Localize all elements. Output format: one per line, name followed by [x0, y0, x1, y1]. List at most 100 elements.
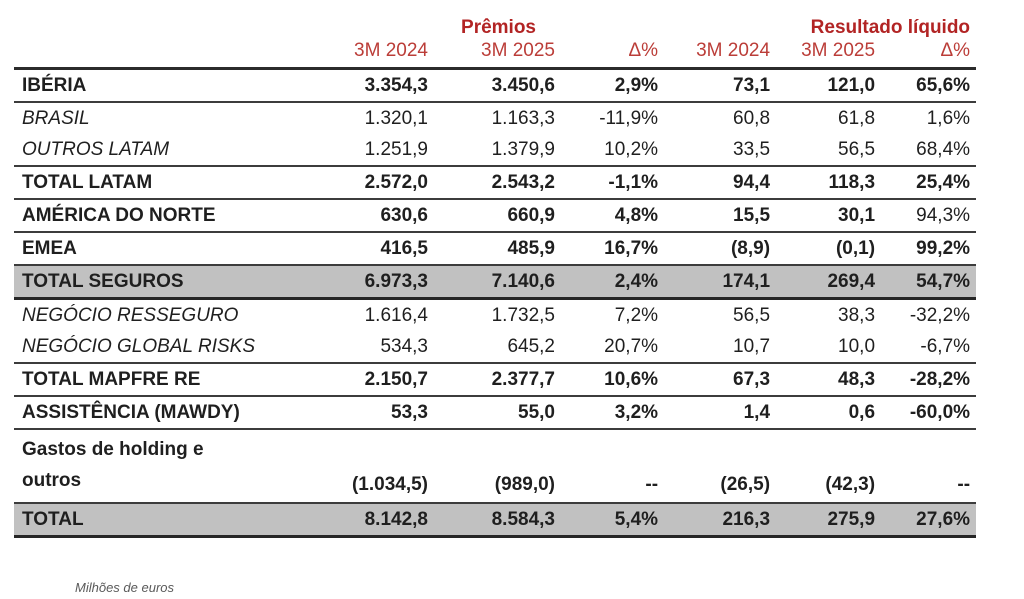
cell-result-3m2024: 73,1	[664, 68, 777, 103]
cell-premiums-delta: -1,1%	[561, 166, 665, 200]
cell-premiums-delta: -11,9%	[599, 108, 659, 129]
col-header-result-3m2024: 3M 2024	[664, 39, 777, 70]
cell-premiums-3m2025: 8.584,3	[434, 503, 561, 538]
row-negocio-global-risks: NEGÓCIO GLOBAL RISKS 534,3 645,2 20,7% 1…	[14, 331, 977, 364]
cell-result-3m2025: 269,4	[776, 265, 882, 300]
cell-premiums-delta: --	[561, 429, 665, 504]
cell-result-3m2025: 56,5	[776, 134, 882, 167]
row-label: OUTROS LATAM	[14, 134, 339, 167]
group-header-spacer	[14, 14, 339, 39]
cell-premiums-3m2025: 1.732,5	[491, 305, 555, 326]
row-total-seguros: TOTAL SEGUROS 6.973,3 7.140,6 2,4% 174,1…	[14, 265, 977, 300]
row-label: IBÉRIA	[14, 68, 339, 103]
cell-result-3m2024: (8,9)	[664, 232, 777, 266]
cell-result-delta: 94,3%	[881, 199, 977, 233]
row-label: NEGÓCIO RESSEGURO	[22, 305, 239, 326]
financial-results-sheet: Prêmios Resultado líquido 3M 2024 3M 202…	[0, 14, 1024, 599]
cell-result-delta: -6,7%	[881, 331, 977, 364]
cell-result-3m2025: 48,3	[776, 363, 882, 397]
row-label: AMÉRICA DO NORTE	[14, 199, 339, 233]
cell-premiums-delta: 5,4%	[561, 503, 665, 538]
group-header-row: Prêmios Resultado líquido	[14, 14, 976, 39]
cell-result-3m2024: (26,5)	[664, 429, 777, 504]
cell-result-3m2024: 94,4	[664, 166, 777, 200]
net-result-group-header: Resultado líquido	[810, 17, 971, 38]
row-gastos-de-holding-e-outros: Gastos de holding e outros (1.034,5) (98…	[14, 429, 977, 504]
col-header-result-delta: Δ%	[881, 39, 977, 70]
results-table: Prêmios Resultado líquido 3M 2024 3M 202…	[14, 14, 977, 538]
row-label: TOTAL SEGUROS	[14, 265, 339, 300]
col-header-premiums-3m2025: 3M 2025	[434, 39, 561, 70]
cell-result-3m2025: 275,9	[776, 503, 882, 538]
row-negocio-resseguro: NEGÓCIO RESSEGURO 1.616,4 1.732,5 7,2% 5…	[14, 299, 976, 332]
cell-result-delta: 68,4%	[881, 134, 977, 167]
cell-premiums-delta: 20,7%	[561, 331, 665, 364]
cell-result-3m2025: 118,3	[776, 166, 882, 200]
cell-result-3m2025: (42,3)	[776, 429, 882, 504]
row-assistencia-mawdy: ASSISTÊNCIA (MAWDY) 53,3 55,0 3,2% 1,4 0…	[14, 396, 977, 430]
cell-result-3m2025: 10,0	[776, 331, 882, 364]
cell-result-3m2024: 10,7	[664, 331, 777, 364]
row-total-latam: TOTAL LATAM 2.572,0 2.543,2 -1,1% 94,4 1…	[14, 166, 977, 200]
cell-result-delta: 65,6%	[881, 68, 977, 103]
cell-premiums-3m2024: (1.034,5)	[339, 429, 434, 504]
cell-premiums-3m2024: 2.572,0	[339, 166, 434, 200]
cell-result-3m2024: 15,5	[664, 199, 777, 233]
cell-premiums-3m2025: 485,9	[434, 232, 561, 266]
cell-result-3m2024: 60,8	[733, 108, 771, 129]
cell-result-3m2024: 33,5	[664, 134, 777, 167]
cell-premiums-3m2024: 3.354,3	[339, 68, 434, 103]
cell-result-3m2025: (0,1)	[776, 232, 882, 266]
row-label: ASSISTÊNCIA (MAWDY)	[14, 396, 339, 430]
cell-premiums-delta: 3,2%	[561, 396, 665, 430]
col-header-premiums-delta: Δ%	[561, 39, 665, 70]
cell-result-3m2024: 56,5	[733, 305, 771, 326]
row-label: EMEA	[14, 232, 339, 266]
row-iberia: IBÉRIA 3.354,3 3.450,6 2,9% 73,1 121,0 6…	[14, 68, 977, 103]
cell-premiums-3m2024: 630,6	[339, 199, 434, 233]
cell-result-3m2025: 0,6	[776, 396, 882, 430]
cell-premiums-3m2025: 7.140,6	[434, 265, 561, 300]
cell-premiums-3m2024: 1.251,9	[339, 134, 434, 167]
row-label: BRASIL	[22, 108, 90, 129]
col-header-premiums-3m2024: 3M 2024	[339, 39, 434, 70]
cell-premiums-3m2025: 660,9	[434, 199, 561, 233]
cell-premiums-delta: 4,8%	[561, 199, 665, 233]
cell-premiums-3m2024: 6.973,3	[339, 265, 434, 300]
cell-premiums-3m2024: 1.616,4	[364, 305, 428, 326]
column-header-row: 3M 2024 3M 2025 Δ% 3M 2024 3M 2025 Δ%	[14, 39, 977, 70]
cell-result-3m2025: 30,1	[776, 199, 882, 233]
cell-premiums-3m2025: 1.379,9	[434, 134, 561, 167]
cell-result-3m2024: 67,3	[664, 363, 777, 397]
cell-result-3m2025: 61,8	[838, 108, 876, 129]
cell-premiums-delta: 7,2%	[614, 305, 659, 326]
cell-premiums-3m2025: 55,0	[434, 396, 561, 430]
cell-result-3m2024: 174,1	[664, 265, 777, 300]
cell-premiums-delta: 10,6%	[561, 363, 665, 397]
cell-premiums-3m2025: 1.163,3	[491, 108, 555, 129]
cell-premiums-3m2025: 3.450,6	[434, 68, 561, 103]
row-brasil: BRASIL 1.320,1 1.163,3 -11,9% 60,8 61,8 …	[14, 102, 976, 134]
cell-premiums-delta: 2,9%	[561, 68, 665, 103]
cell-result-delta: --	[881, 429, 977, 504]
row-label: NEGÓCIO GLOBAL RISKS	[14, 331, 339, 364]
row-label: TOTAL	[14, 503, 339, 538]
col-header-result-3m2025: 3M 2025	[776, 39, 882, 70]
row-total: TOTAL 8.142,8 8.584,3 5,4% 216,3 275,9 2…	[14, 503, 977, 538]
cell-result-3m2024: 1,4	[664, 396, 777, 430]
cell-premiums-3m2024: 2.150,7	[339, 363, 434, 397]
cell-result-delta: -32,2%	[909, 305, 971, 326]
cell-result-delta: -28,2%	[881, 363, 977, 397]
row-total-mapfre-re: TOTAL MAPFRE RE 2.150,7 2.377,7 10,6% 67…	[14, 363, 977, 397]
row-label: TOTAL MAPFRE RE	[14, 363, 339, 397]
cell-result-3m2025: 121,0	[776, 68, 882, 103]
cell-premiums-3m2024: 416,5	[339, 232, 434, 266]
column-header-spacer	[14, 39, 339, 70]
row-emea: EMEA 416,5 485,9 16,7% (8,9) (0,1) 99,2%	[14, 232, 977, 266]
cell-premiums-delta: 16,7%	[561, 232, 665, 266]
cell-result-delta: 99,2%	[881, 232, 977, 266]
cell-result-delta: -60,0%	[881, 396, 977, 430]
cell-premiums-3m2025: 2.543,2	[434, 166, 561, 200]
cell-premiums-3m2024: 1.320,1	[364, 108, 428, 129]
cell-result-delta: 27,6%	[881, 503, 977, 538]
